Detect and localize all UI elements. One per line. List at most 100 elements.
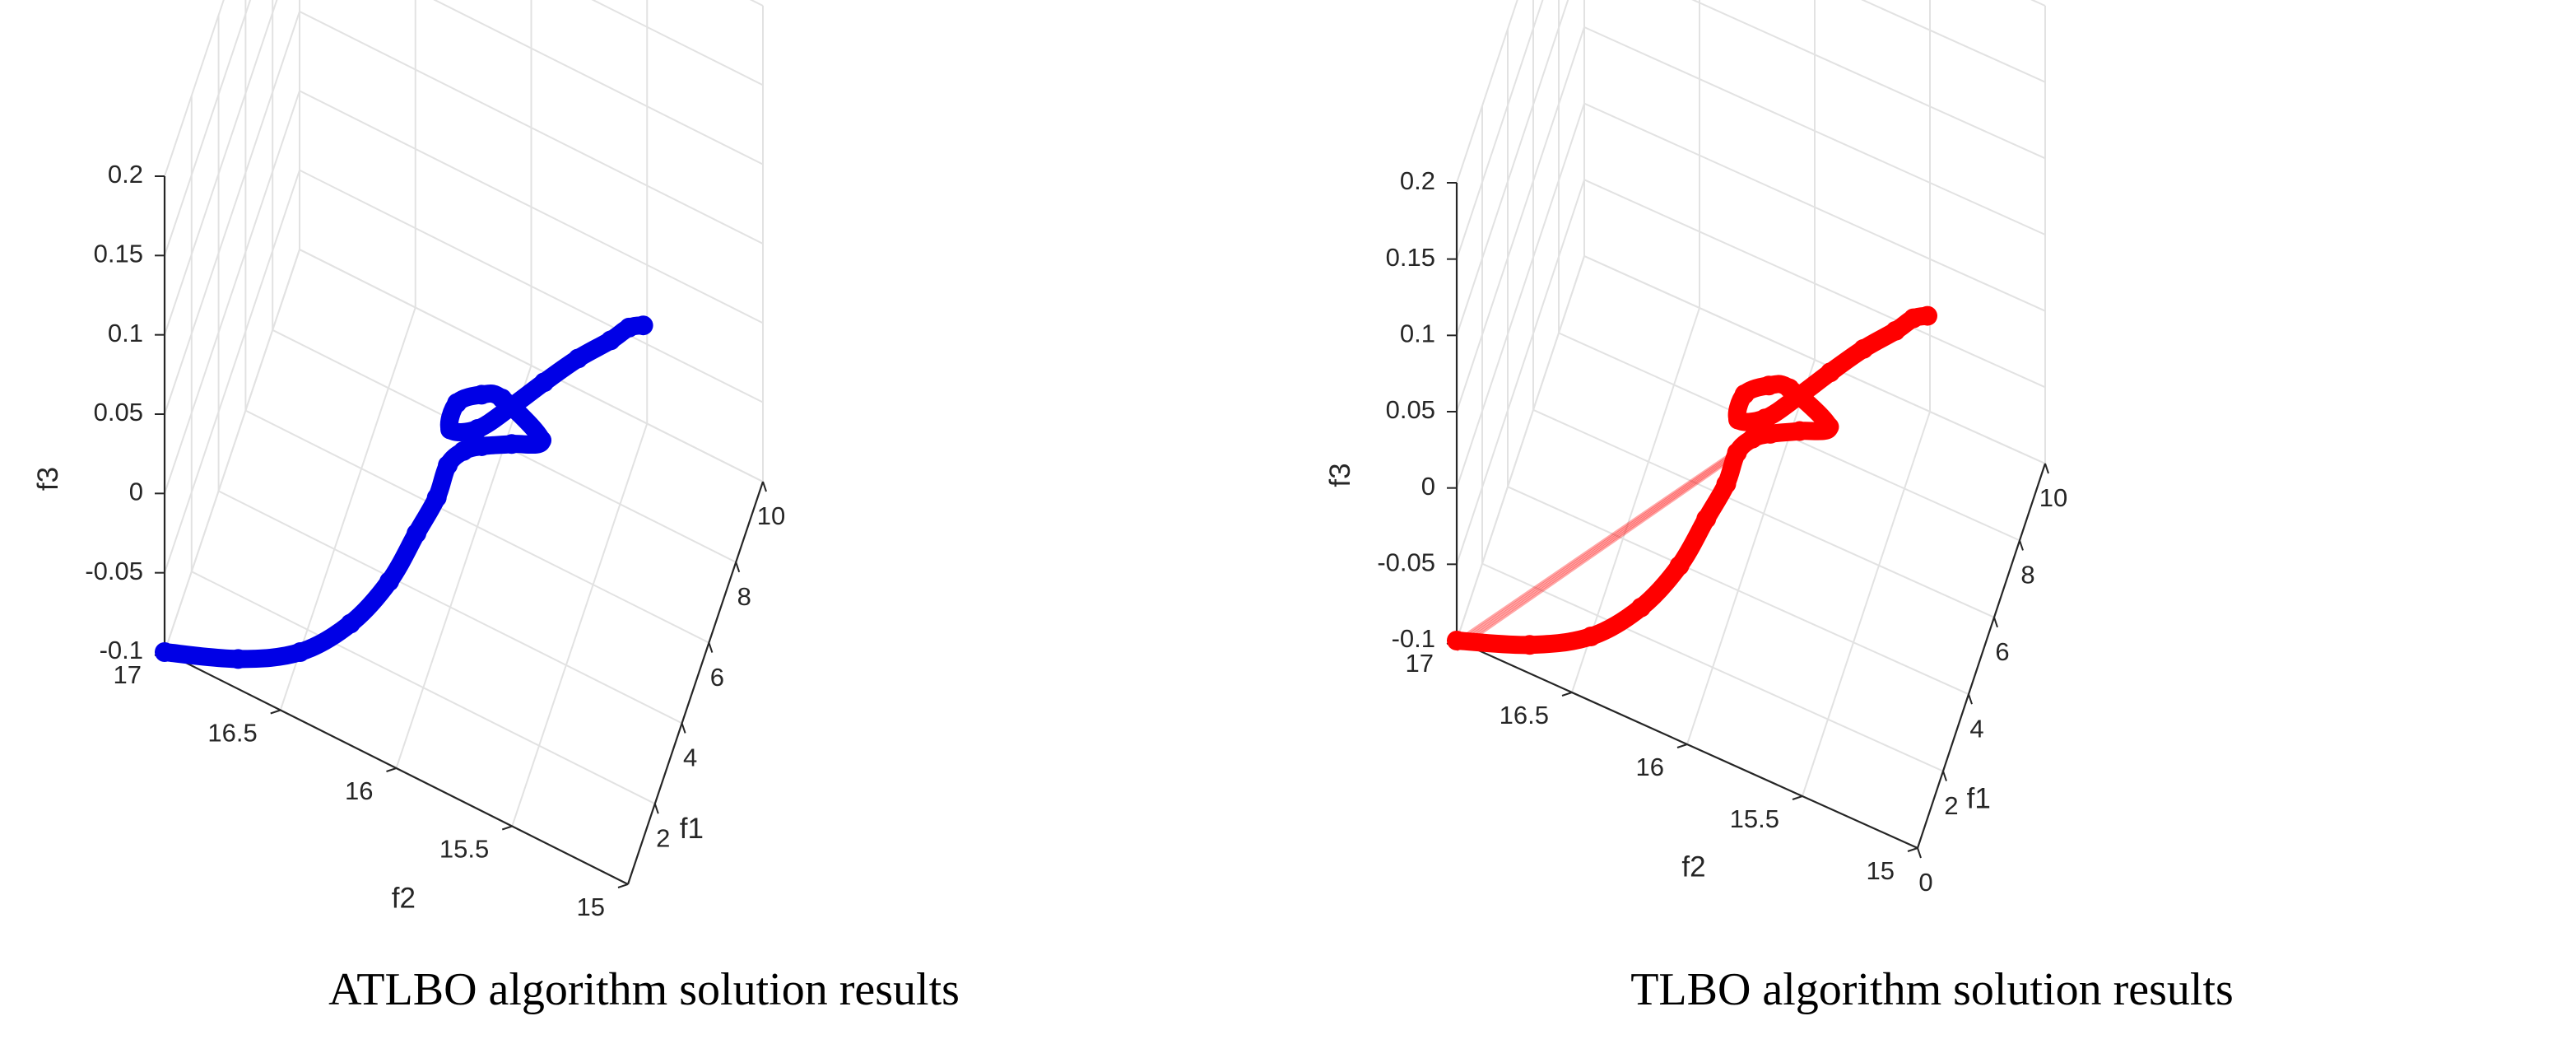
data-point — [440, 419, 461, 440]
f2-tick-label: 15.5 — [1730, 804, 1779, 833]
data-point — [467, 419, 488, 440]
f2-tick-label: 15 — [1867, 856, 1895, 885]
caption-tlbo: TLBO algorithm solution results — [1630, 964, 2234, 1015]
wall-grid-f3-a — [299, 11, 764, 245]
data-point — [1447, 631, 1467, 650]
wall-grid-f3-b — [1456, 103, 1585, 488]
chart-panel-atlbo: 2 4 6 8 10 15 15.5 16 16.5 17 -0.1 -0.05 0 0.05 0.1 0.1… — [32, 0, 960, 1015]
data-point — [1581, 626, 1602, 646]
wall-grid-f3-b — [164, 11, 300, 415]
wall-grid-f3-b — [164, 0, 225, 177]
f1-axis-label: f1 — [1967, 783, 1991, 815]
f1-tick-label: 8 — [737, 582, 751, 611]
caption-atlbo: ATLBO algorithm solution results — [328, 964, 960, 1015]
f2-axis-label: f2 — [392, 883, 416, 915]
wall-grid-f3-b — [1456, 179, 1585, 565]
data-point — [1759, 375, 1779, 396]
data-point — [1819, 417, 1839, 437]
f3-tick-label: -0.05 — [1377, 548, 1435, 577]
wall-grid-f3-a — [1583, 179, 2046, 389]
f3-tick-label: 0.15 — [94, 240, 143, 268]
data-point — [500, 398, 520, 418]
data-point — [228, 649, 249, 669]
wall-grid-f3-b — [164, 170, 300, 573]
wall-grid-f3-b — [1456, 0, 1518, 184]
f3-tick-label: 0.15 — [1386, 243, 1435, 272]
data-point — [1734, 384, 1755, 404]
f1-axis-line — [1916, 463, 2047, 849]
wall-grid-f3-a — [433, 0, 764, 165]
data-point — [407, 523, 427, 543]
data-point — [1727, 442, 1747, 463]
f1-tick-label: 6 — [1995, 637, 2009, 666]
wall-grid-f3-b — [164, 249, 300, 653]
f2-tick-label: 17 — [1406, 649, 1434, 678]
f2-tick-label: 15 — [577, 893, 605, 921]
data-point — [1918, 305, 1937, 326]
wall-grid-f3-a — [1583, 26, 2046, 235]
wall-grid-f3-a — [299, 169, 764, 403]
wall-grid-f3-a — [591, 0, 764, 86]
data-point — [1853, 338, 1874, 359]
connector-line — [1456, 439, 1754, 645]
data-point — [340, 613, 360, 634]
wall-grid-f3-b — [1456, 26, 1585, 412]
f1-tick-label: 6 — [710, 663, 724, 692]
f3-tick-label: 0.2 — [1400, 166, 1435, 195]
wall-grid-f3-b — [164, 0, 278, 335]
data-point — [1519, 635, 1540, 655]
series-0 — [1447, 305, 1937, 655]
data-point — [426, 487, 447, 508]
data-point — [290, 642, 310, 663]
f2-tick-label: 16.5 — [207, 719, 257, 748]
f3-tick-label: 0.2 — [108, 160, 143, 189]
wall-grid-f3-b — [1456, 255, 1585, 641]
floor-grid-f2 — [1802, 411, 1931, 797]
chart-panel-tlbo: 0 2 4 6 8 10 15 15.5 16 16.5 17 -0.1 -0.05 0 0.05 0.1 0.… — [1288, 0, 2576, 1044]
wall-grid-f3-a — [1861, 0, 2046, 83]
data-point — [1760, 423, 1780, 444]
data-point — [1696, 509, 1717, 529]
f1-tick-label: 8 — [2020, 561, 2034, 590]
f1-tick-label: 10 — [757, 501, 785, 530]
data-point — [1820, 362, 1840, 383]
f1-tick-label: 2 — [656, 823, 670, 852]
data-point — [1742, 428, 1763, 449]
connector-line — [1456, 440, 1754, 647]
data-point — [453, 440, 474, 461]
wall-grid-f3-a — [299, 249, 764, 482]
axes — [154, 175, 767, 888]
data-point — [633, 315, 653, 336]
f1-axis-label: f1 — [680, 813, 704, 845]
f3-tick-label: -0.1 — [100, 636, 143, 664]
f2-tick-label: 16 — [1636, 753, 1664, 781]
pareto-curve — [156, 316, 653, 669]
data-point — [379, 571, 400, 592]
data-point — [1789, 421, 1810, 441]
f3-tick-label: 0.1 — [1400, 319, 1435, 348]
connector-line — [1456, 444, 1754, 652]
floor-grid-f2 — [395, 365, 532, 769]
wall-grid-f3-b — [164, 91, 300, 494]
data-point — [1630, 597, 1651, 618]
f2-tick-label: 16.5 — [1500, 701, 1549, 729]
f1-tick-label: 10 — [2039, 483, 2067, 512]
data-point — [155, 642, 174, 662]
f2-tick-label: 17 — [114, 660, 142, 689]
f2-tick-label: 16 — [345, 776, 373, 805]
connector-line — [1456, 437, 1754, 642]
f1-axis-line — [626, 481, 765, 885]
wall-grid-f3-b — [1456, 0, 1544, 259]
wall-grid-f3-a — [299, 90, 764, 324]
f3-tick-label: 0 — [129, 478, 143, 506]
data-point — [447, 393, 467, 413]
f3-tick-label: -0.1 — [1392, 624, 1435, 653]
f3-tick-label: 0.05 — [1386, 395, 1435, 424]
chart-atlbo: 2 4 6 8 10 15 15.5 16 16.5 17-0.1 -0.05 0 0.05 0.1 0.1… — [32, 0, 785, 921]
data-point — [1886, 320, 1906, 341]
connector-line — [1456, 442, 1754, 650]
tick-labels: 0 2 4 6 8 10 15 15.5 16 16.5 17-0.1 -0.05 0 0.05 0.1 0.… — [1377, 166, 2067, 897]
wall-grid-f3-b — [1456, 0, 1569, 336]
data-point — [1787, 387, 1807, 408]
series-0 — [155, 315, 653, 669]
